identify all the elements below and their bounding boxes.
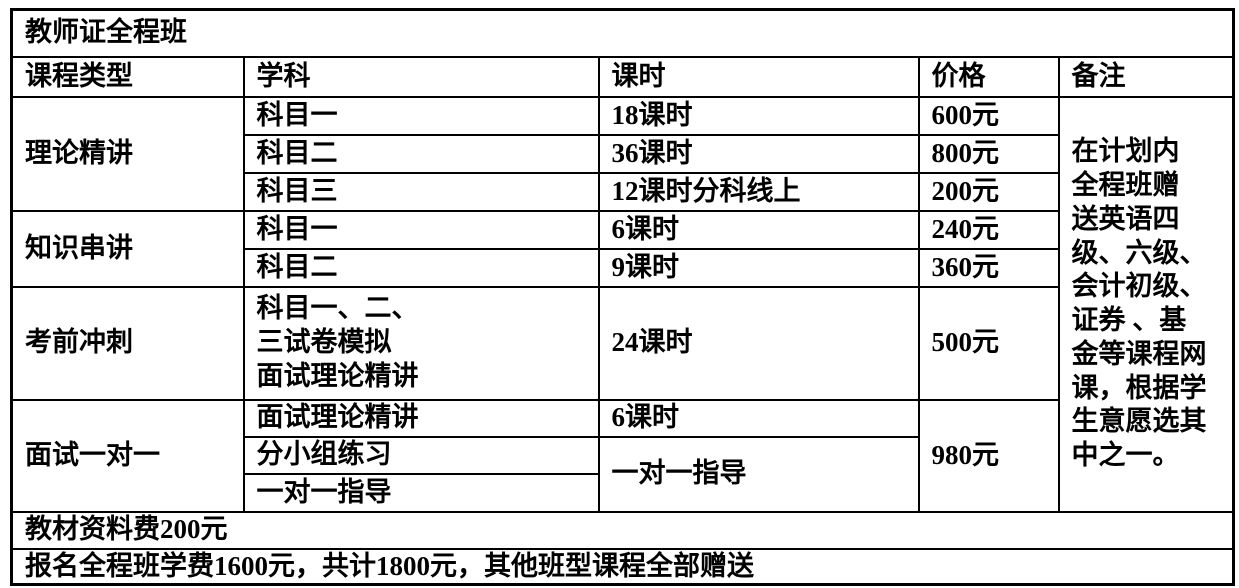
price-cell: 500元: [917, 285, 1060, 401]
header-subject: 学科: [242, 55, 600, 98]
table-row: 科目二 36课时 800元: [12, 133, 1234, 174]
price-cell: 800元: [917, 133, 1060, 174]
header-hours: 课时: [597, 55, 920, 98]
section-label-chongci: 考前冲刺: [10, 285, 245, 401]
title-row: 教师证全程班: [10, 8, 1235, 58]
subject-cell: 分小组练习: [242, 435, 600, 475]
subject-cell: 科目一: [242, 209, 600, 250]
section-label-mianshi: 面试一对一: [10, 398, 245, 513]
price-cell: 360元: [917, 247, 1060, 288]
hours-cell: 36课时: [597, 133, 920, 174]
header-row: 课程类型 学科 课时 价格 备注: [10, 55, 1235, 98]
hours-cell: 18课时: [597, 95, 920, 136]
subject-cell: 科目一: [242, 95, 600, 136]
price-cell: 600元: [917, 95, 1060, 136]
page-title: 教师证全程班: [10, 8, 1235, 58]
section-label-lilun: 理论精讲: [10, 95, 245, 212]
header-remark: 备注: [1057, 55, 1235, 98]
price-cell: 240元: [917, 209, 1060, 250]
table-row: 理论精讲 科目一 18课时 600元 在计划内 全程班赠 送英语四 级、六级、 …: [10, 95, 1235, 513]
subject-cell: 面试理论精讲: [242, 398, 600, 438]
header-course-type: 课程类型: [10, 55, 245, 98]
price-cell: 200元: [917, 171, 1060, 212]
course-price-table: 教师证全程班 课程类型 学科 课时 价格 备注 理论精讲 科目一 18课时 60…: [10, 8, 1235, 587]
subject-cell: 科目三: [242, 171, 600, 212]
section-label-chuanjiang: 知识串讲: [10, 209, 245, 288]
tuition-total-note: 报名全程班学费1600元，共计1800元，其他班型课程全部赠送: [10, 547, 1235, 586]
table-row: 一对一指导: [12, 472, 1234, 513]
table-row: 科目三 12课时分科线上 200元: [12, 171, 1234, 212]
header-price: 价格: [917, 55, 1060, 98]
table-row: 考前冲刺 科目一、二、 三试卷模拟 面试理论精讲 24课时 500元: [10, 285, 1234, 401]
subject-cell: 科目一、二、 三试卷模拟 面试理论精讲: [242, 285, 600, 401]
hours-cell: 一对一指导: [597, 435, 920, 513]
material-fee-note: 教材资料费200元: [10, 510, 1235, 550]
hours-cell: 24课时: [597, 285, 920, 401]
remark-cell: 在计划内 全程班赠 送英语四 级、六级、 会计初级、 证券 、基 金等课程网 课…: [1057, 95, 1235, 513]
subject-cell: 科目二: [242, 247, 600, 288]
hours-cell: 6课时: [597, 209, 920, 250]
hours-cell: 9课时: [597, 247, 920, 288]
subject-cell: 一对一指导: [242, 472, 600, 513]
table-row: 科目二 9课时 360元: [12, 247, 1234, 288]
table-row: 面试一对一 面试理论精讲 6课时 980元: [10, 398, 1234, 513]
subject-cell: 科目二: [242, 133, 600, 174]
footer-total-row: 报名全程班学费1600元，共计1800元，其他班型课程全部赠送: [10, 547, 1235, 586]
price-cell: 980元: [917, 398, 1060, 513]
footer-material-row: 教材资料费200元: [10, 510, 1235, 550]
table-row: 分小组练习 一对一指导: [12, 435, 1234, 513]
hours-cell: 12课时分科线上: [597, 171, 920, 212]
table-row: 知识串讲 科目一 6课时 240元: [10, 209, 1234, 288]
hours-cell: 6课时: [597, 398, 920, 438]
